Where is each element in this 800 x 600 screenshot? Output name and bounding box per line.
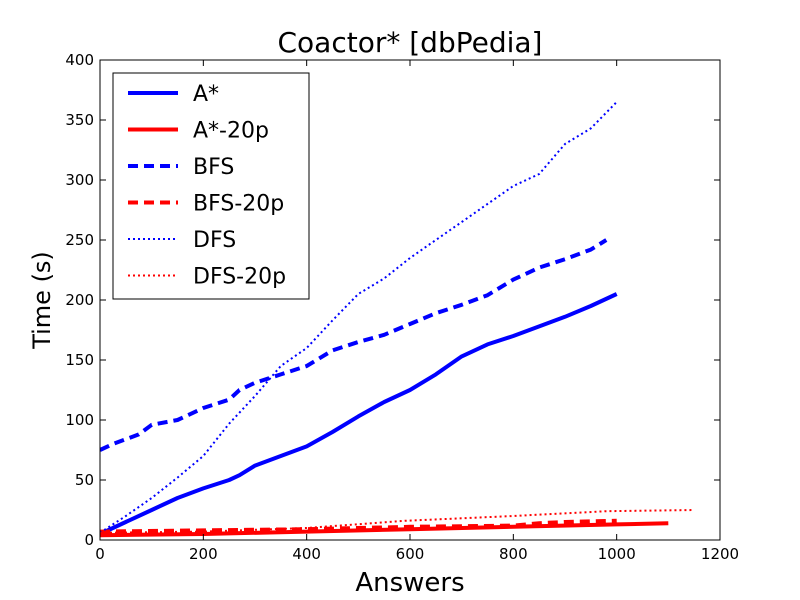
legend-label: A* — [193, 82, 219, 107]
y-tick-label: 250 — [65, 231, 94, 249]
x-tick-label: 200 — [189, 545, 218, 563]
y-tick-label: 0 — [84, 531, 94, 549]
legend-label: BFS-20p — [193, 192, 284, 217]
y-axis-label: Time (s) — [28, 251, 56, 350]
y-tick-label: 150 — [65, 351, 94, 369]
x-axis-label: Answers — [355, 568, 464, 598]
x-tick-label: 400 — [292, 545, 321, 563]
legend-label: A*-20p — [193, 119, 269, 144]
legend-label: BFS — [193, 155, 234, 180]
series-line-dfs-20p — [100, 509, 695, 534]
legend: A* A*-20p BFS BFS-20p DFS DFS-20p — [112, 72, 310, 300]
y-tick-label: 300 — [65, 171, 94, 189]
x-tick-label: 600 — [396, 545, 425, 563]
plot-area: 0 200 400 600 800 1000 1200 0 50 100 150 200 250 300 3… — [65, 51, 739, 563]
x-tick-label: 1000 — [598, 545, 636, 563]
legend-label: DFS-20p — [193, 265, 286, 290]
y-tick-label: 200 — [65, 291, 94, 309]
series-line-a- — [100, 292, 618, 536]
legend-box — [112, 72, 310, 300]
x-tick-label: 1200 — [701, 545, 739, 563]
y-tick-label: 400 — [65, 51, 94, 69]
series-line-dfs — [100, 101, 618, 534]
legend-label: DFS — [193, 228, 236, 253]
y-tick-label: 350 — [65, 111, 94, 129]
y-tick-label: 50 — [75, 471, 94, 489]
x-tick-label: 0 — [95, 545, 105, 563]
y-tick-label: 100 — [65, 411, 94, 429]
chart-title: Coactor* [dbPedia] — [278, 26, 543, 59]
x-tick-label: 800 — [499, 545, 528, 563]
